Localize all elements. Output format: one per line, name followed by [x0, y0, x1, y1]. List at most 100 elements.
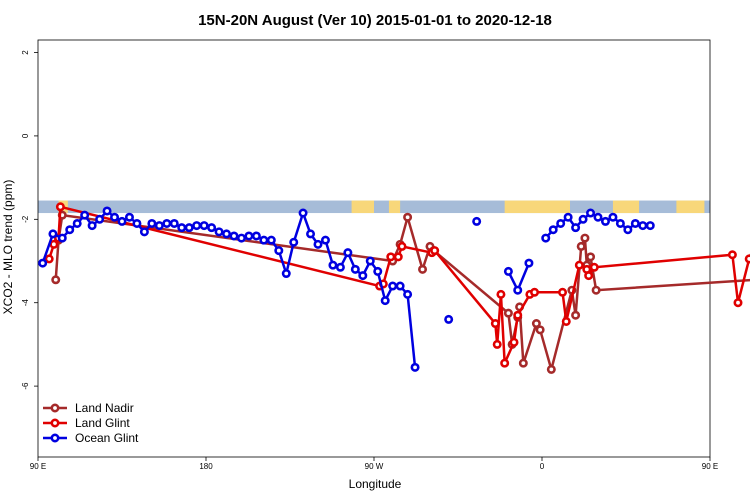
- series-land-glint: [44, 202, 750, 368]
- data-point: [571, 223, 581, 233]
- data-point: [102, 206, 112, 216]
- data-point: [57, 233, 67, 243]
- data-point: [154, 221, 164, 231]
- data-point: [244, 231, 254, 241]
- x-axis-label: Longitude: [349, 477, 402, 491]
- data-point: [51, 275, 61, 285]
- data-point: [38, 258, 48, 268]
- data-point: [49, 239, 59, 249]
- data-point: [207, 223, 217, 233]
- legend-label: Land Nadir: [75, 401, 134, 415]
- data-point: [727, 250, 737, 260]
- data-point: [576, 241, 586, 251]
- land-segment: [504, 200, 570, 214]
- data-point: [373, 266, 383, 276]
- series-line: [54, 212, 750, 375]
- data-point: [403, 212, 413, 222]
- data-point: [403, 289, 413, 299]
- chart-title: 15N-20N August (Ver 10) 2015-01-01 to 20…: [198, 12, 552, 29]
- data-point: [386, 252, 396, 262]
- data-point: [397, 241, 407, 251]
- land-mask: [38, 200, 710, 214]
- data-point: [350, 264, 360, 274]
- data-point: [184, 223, 194, 233]
- data-point: [55, 202, 65, 212]
- data-point: [591, 285, 601, 295]
- data-point: [281, 269, 291, 279]
- x-tick-label: 0: [540, 462, 545, 471]
- legend-marker: [50, 433, 60, 443]
- data-point: [563, 212, 573, 222]
- data-point: [630, 218, 640, 228]
- data-point: [251, 231, 261, 241]
- data-point: [192, 221, 202, 231]
- data-point: [320, 235, 330, 245]
- data-point: [509, 337, 519, 347]
- data-point: [117, 216, 127, 226]
- data-point: [589, 262, 599, 272]
- data-point: [335, 262, 345, 272]
- data-point: [578, 214, 588, 224]
- x-tick-label: 90 E: [30, 462, 46, 471]
- data-point: [236, 233, 246, 243]
- y-tick-label: -4: [21, 299, 30, 307]
- data-point: [571, 310, 581, 320]
- data-point: [395, 281, 405, 291]
- data-point: [393, 252, 403, 262]
- data-point: [110, 212, 120, 222]
- data-point: [561, 316, 571, 326]
- data-point: [298, 208, 308, 218]
- legend-label: Ocean Glint: [75, 431, 139, 445]
- data-point: [535, 325, 545, 335]
- data-point: [162, 218, 172, 228]
- data-point: [541, 233, 551, 243]
- data-point: [638, 221, 648, 231]
- data-point: [229, 231, 239, 241]
- x-tick-label: 90 W: [365, 462, 384, 471]
- land-segment: [388, 200, 401, 214]
- data-point: [623, 225, 633, 235]
- data-point: [87, 221, 97, 231]
- data-point: [586, 252, 596, 262]
- data-point: [444, 314, 454, 324]
- data-point: [222, 229, 232, 239]
- data-point: [139, 227, 149, 237]
- data-point: [503, 266, 513, 276]
- y-tick-label: -6: [21, 382, 30, 390]
- data-point: [259, 235, 269, 245]
- data-point: [80, 210, 90, 220]
- data-point: [733, 298, 743, 308]
- data-point: [546, 364, 556, 374]
- data-point: [48, 229, 58, 239]
- data-point: [274, 246, 284, 256]
- y-axis: 2 0 -2 -4 -6: [21, 50, 38, 390]
- data-point: [492, 339, 502, 349]
- data-point: [365, 256, 375, 266]
- data-point: [95, 214, 105, 224]
- data-point: [214, 227, 224, 237]
- data-point: [472, 216, 482, 226]
- data-point: [358, 271, 368, 281]
- series-ocean-glint: [38, 206, 655, 372]
- data-point: [744, 254, 750, 264]
- land-segment: [612, 200, 640, 214]
- data-point: [418, 264, 428, 274]
- x-tick-label: 90 E: [702, 462, 718, 471]
- data-point: [430, 246, 440, 256]
- data-point: [500, 358, 510, 368]
- data-point: [147, 218, 157, 228]
- x-axis: 90 E 180 90 W 0 90 E: [30, 457, 718, 471]
- data-point: [524, 258, 534, 268]
- data-point: [490, 319, 500, 329]
- data-point: [65, 225, 75, 235]
- data-point: [313, 239, 323, 249]
- legend-marker: [50, 403, 60, 413]
- data-point: [343, 248, 353, 258]
- series-layer: [38, 202, 750, 375]
- data-point: [380, 296, 390, 306]
- x-tick-label: 180: [199, 462, 213, 471]
- data-point: [496, 289, 506, 299]
- data-point: [645, 221, 655, 231]
